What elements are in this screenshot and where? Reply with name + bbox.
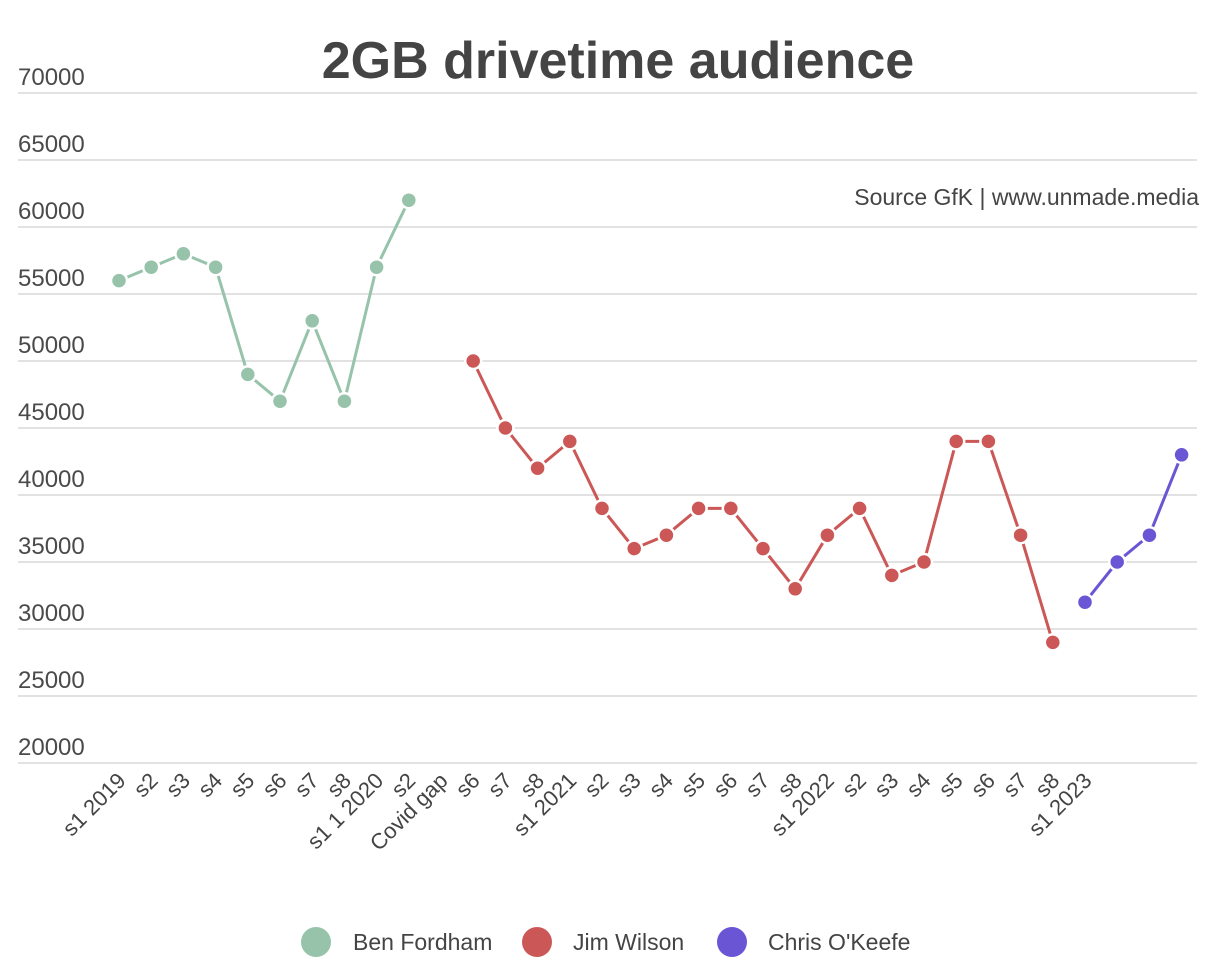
legend-marker (522, 927, 552, 957)
data-point[interactable] (850, 499, 869, 518)
data-point[interactable] (592, 499, 612, 518)
data-point[interactable] (657, 525, 676, 545)
x-tick-label: s6 (966, 768, 1000, 802)
y-tick-label: 20000 (18, 734, 85, 761)
series-line (471, 360, 1055, 643)
x-tick-label: s4 (644, 768, 678, 802)
legend: Ben Fordham Jim Wilson Chris O'Keefe (301, 927, 910, 957)
x-tick-label: s7 (998, 768, 1032, 802)
data-point[interactable] (270, 391, 290, 411)
x-tick-label: s5 (225, 768, 259, 802)
legend-label: Chris O'Keefe (768, 929, 910, 955)
data-point[interactable] (174, 244, 193, 264)
x-tick-label: s6 (451, 768, 485, 802)
data-point[interactable] (109, 271, 129, 290)
x-tick-label: s4 (193, 768, 227, 802)
series-line (118, 199, 411, 403)
data-point[interactable] (1043, 633, 1063, 652)
chart-title: 2GB drivetime audience (322, 32, 914, 90)
data-point[interactable] (946, 432, 966, 451)
data-point[interactable] (399, 190, 419, 210)
series-lines (118, 199, 1183, 643)
data-point[interactable] (721, 499, 741, 518)
x-tick-label: s7 (483, 768, 517, 802)
data-point[interactable] (753, 539, 773, 558)
y-tick-label: 50000 (18, 332, 85, 359)
data-point[interactable] (785, 579, 805, 599)
x-tick-label: s7 (740, 768, 774, 802)
x-tick-label: s5 (676, 768, 710, 802)
x-tick-label: s3 (869, 768, 903, 802)
y-tick-label: 70000 (18, 64, 85, 91)
y-tick-label: 60000 (18, 198, 85, 225)
data-point[interactable] (560, 432, 580, 451)
y-tick-label: 65000 (18, 131, 85, 158)
data-point[interactable] (914, 552, 934, 572)
data-point[interactable] (1075, 592, 1095, 612)
data-point[interactable] (463, 351, 483, 371)
data-point[interactable] (528, 458, 547, 478)
legend-marker (301, 927, 331, 957)
data-point[interactable] (1140, 525, 1159, 545)
data-point[interactable] (1011, 525, 1030, 545)
data-point[interactable] (1107, 552, 1127, 572)
source-annotation: Source GfK | www.unmade.media (854, 184, 1199, 210)
data-point[interactable] (818, 525, 837, 545)
x-tick-label: s3 (161, 768, 195, 802)
series-points (109, 190, 1191, 652)
y-tick-label: 45000 (18, 399, 85, 426)
x-tick-label: s2 (129, 768, 163, 802)
data-point[interactable] (1172, 445, 1191, 465)
data-point[interactable] (335, 391, 354, 411)
legend-marker (717, 927, 747, 957)
x-tick-label: s5 (934, 768, 968, 802)
series-line (1083, 454, 1183, 604)
y-tick-label: 40000 (18, 466, 85, 493)
x-tick-label: s1 2019 (57, 768, 130, 841)
data-point[interactable] (624, 539, 644, 558)
y-tick-label: 55000 (18, 265, 85, 292)
y-tick-label: 35000 (18, 533, 85, 560)
x-tick-label: s3 (612, 768, 646, 802)
y-tick-label: 30000 (18, 600, 85, 627)
data-point[interactable] (367, 257, 386, 277)
legend-label: Ben Fordham (353, 929, 492, 955)
data-point[interactable] (496, 418, 515, 438)
x-tick-label: s2 (579, 768, 613, 802)
legend-label: Jim Wilson (573, 929, 684, 955)
data-point[interactable] (141, 257, 161, 277)
data-point[interactable] (979, 432, 998, 451)
y-tick-label: 25000 (18, 667, 85, 694)
x-tick-label: s2 (837, 768, 871, 802)
data-point[interactable] (302, 311, 322, 331)
x-tick-label: s4 (901, 768, 935, 802)
data-point[interactable] (238, 365, 258, 384)
data-point[interactable] (206, 257, 225, 277)
data-point[interactable] (689, 499, 708, 518)
y-axis-ticks: 70000 65000 60000 55000 50000 45000 40000 35000… (18, 64, 85, 761)
gridlines (18, 92, 1197, 764)
x-tick-label: s7 (290, 768, 324, 802)
x-tick-label: s6 (708, 768, 742, 802)
data-point[interactable] (882, 566, 902, 585)
x-tick-label: s6 (257, 768, 291, 802)
